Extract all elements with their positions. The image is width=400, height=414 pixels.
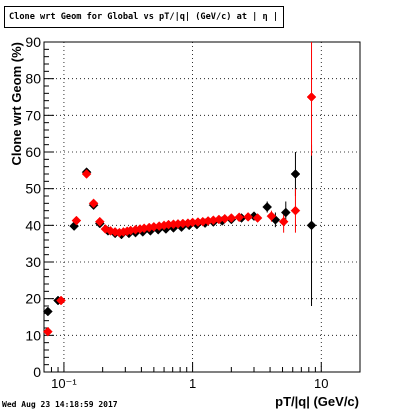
chart-title: Clone wrt Geom for Global vs pT/|q| (GeV… <box>9 12 284 22</box>
data-point-series-1 <box>56 295 66 306</box>
data-point-series-1 <box>234 212 244 223</box>
data-point-series-1 <box>266 211 277 222</box>
data-point-series-1 <box>306 92 317 102</box>
chart-title-box: Clone wrt Geom for Global vs pT/|q| (GeV… <box>4 6 284 28</box>
timestamp: Wed Aug 23 14:18:59 2017 <box>2 400 118 409</box>
y-tick-label: 10 <box>25 327 41 343</box>
y-tick-label: 20 <box>25 291 41 307</box>
y-tick-label: 40 <box>25 217 41 233</box>
grid-lines <box>44 42 360 372</box>
data-point-series-1 <box>88 198 99 209</box>
x-axis-label: pT/|q| (GeV/c) <box>275 394 359 409</box>
y-tick-label: 70 <box>25 107 41 123</box>
data-point-series-1 <box>81 169 92 179</box>
data-point-series-0 <box>262 202 273 212</box>
data-point-series-0 <box>306 220 317 231</box>
x-tick-label: 1 <box>189 376 196 391</box>
y-tick-label: 80 <box>25 71 41 87</box>
data-point-series-1 <box>71 215 82 226</box>
data-point-series-0 <box>280 207 291 218</box>
tick-labels: 10⁻¹ 1 10 0 10 20 30 40 50 60 70 80 90 <box>25 34 328 391</box>
y-tick-label: 0 <box>33 364 41 380</box>
data-point-series-1 <box>226 213 237 223</box>
error-bars <box>44 42 315 335</box>
data-markers <box>43 92 317 337</box>
y-tick-label: 30 <box>25 254 41 270</box>
data-point-series-0 <box>43 306 53 317</box>
data-point-series-1 <box>43 326 53 337</box>
data-point-series-0 <box>290 169 301 179</box>
y-tick-label: 50 <box>25 181 41 197</box>
x-tick-label: 10 <box>314 376 328 391</box>
x-tick-label: 10⁻¹ <box>51 376 77 391</box>
data-point-series-1 <box>94 216 105 227</box>
data-point-series-1 <box>278 216 289 227</box>
y-axis-label: Clone wrt Geom (%) <box>9 42 24 166</box>
y-tick-label: 60 <box>25 144 41 160</box>
plot-frame <box>43 41 361 373</box>
data-point-series-1 <box>290 205 301 216</box>
data-point-series-1 <box>243 212 253 222</box>
data-point-series-1 <box>252 213 263 223</box>
y-tick-label: 90 <box>25 34 41 50</box>
axis-ticks <box>43 41 361 373</box>
